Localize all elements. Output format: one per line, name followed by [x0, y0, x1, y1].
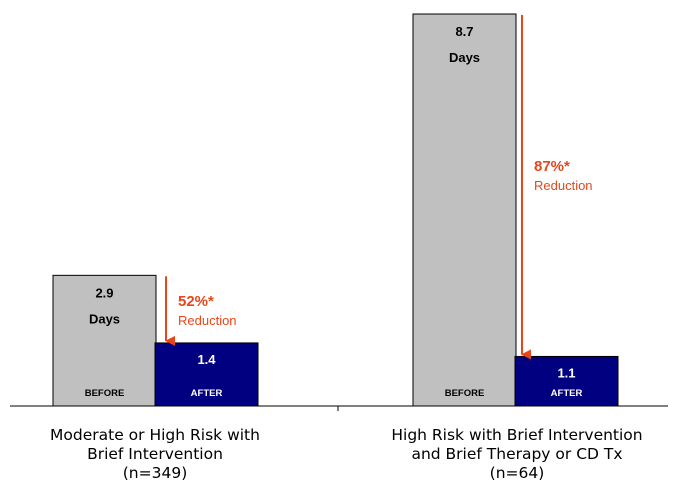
category-label-line: (n=64) [490, 464, 545, 482]
after-bar-tag: AFTER [551, 388, 583, 399]
before-bar-tag: BEFORE [445, 388, 485, 399]
before-bar-value-label: 2.9 [95, 285, 113, 300]
reduction-percent: 87%* [534, 158, 570, 175]
category-label-line: Moderate or High Risk with [50, 426, 260, 444]
before-bar [412, 13, 517, 407]
before-bar-unit-label: Days [449, 50, 480, 65]
reduction-percent: 52%* [178, 293, 214, 310]
after-bar [514, 355, 619, 407]
category-label-line: High Risk with Brief Intervention [391, 426, 642, 444]
category-label-line: (n=349) [123, 464, 188, 482]
after-bar-tag: AFTER [191, 388, 223, 399]
before-bar [52, 274, 157, 407]
before-bar-tag: BEFORE [85, 388, 125, 399]
before-bar-unit-label: Days [89, 311, 120, 326]
after-bar-value-label: 1.4 [197, 352, 216, 367]
reduction-word: Reduction [178, 313, 237, 328]
after-bar-value-label: 1.1 [557, 365, 575, 380]
category-label-line: and Brief Therapy or CD Tx [411, 445, 622, 463]
category-label-line: Brief Intervention [87, 445, 223, 463]
after-bar [154, 342, 259, 407]
before-bar-value-label: 8.7 [455, 24, 473, 39]
reduction-word: Reduction [534, 178, 593, 193]
